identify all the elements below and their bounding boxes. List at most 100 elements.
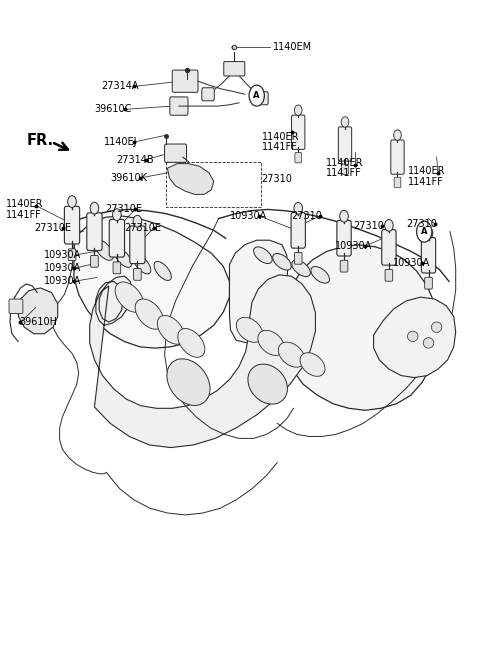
Ellipse shape [408,331,418,342]
FancyBboxPatch shape [382,229,396,265]
Text: 27314A: 27314A [102,81,139,91]
Ellipse shape [114,248,132,267]
Ellipse shape [115,282,144,312]
FancyBboxPatch shape [87,213,102,250]
FancyBboxPatch shape [338,127,352,161]
Circle shape [417,221,432,242]
Text: 1140EM: 1140EM [274,42,312,52]
Text: 10930A: 10930A [44,277,82,286]
Text: 27310E: 27310E [124,223,161,233]
Text: 27310E: 27310E [106,204,143,214]
Text: FR.: FR. [26,133,53,148]
Text: 27310: 27310 [262,174,292,185]
Text: 1140EJ: 1140EJ [104,137,137,147]
Polygon shape [74,216,229,348]
Circle shape [340,210,348,222]
Text: 10930A: 10930A [44,250,82,260]
FancyBboxPatch shape [394,177,401,188]
Text: 10930A: 10930A [229,211,267,221]
FancyBboxPatch shape [340,260,348,272]
Text: 39610C: 39610C [95,104,132,114]
FancyBboxPatch shape [113,262,120,274]
Text: 1141FF: 1141FF [262,143,297,152]
Text: A: A [421,227,428,236]
FancyBboxPatch shape [165,144,187,162]
FancyBboxPatch shape [291,213,305,248]
Text: 27310: 27310 [406,219,437,229]
Text: 27310: 27310 [291,211,323,221]
Ellipse shape [178,328,205,357]
Ellipse shape [154,261,171,281]
Ellipse shape [95,240,113,260]
Ellipse shape [292,260,311,277]
FancyBboxPatch shape [9,299,23,313]
Circle shape [294,202,302,214]
Text: 1141FF: 1141FF [326,168,361,179]
Text: 1140ER: 1140ER [262,132,299,142]
Circle shape [113,209,121,221]
Ellipse shape [300,353,325,376]
Text: 27310E: 27310E [34,223,71,233]
FancyBboxPatch shape [172,70,198,93]
FancyBboxPatch shape [64,206,80,244]
Ellipse shape [236,317,263,342]
Ellipse shape [258,330,284,355]
FancyBboxPatch shape [342,164,348,175]
FancyBboxPatch shape [294,252,302,264]
Text: A: A [253,91,260,100]
Polygon shape [90,275,315,447]
FancyBboxPatch shape [256,92,268,104]
Polygon shape [373,297,456,378]
Circle shape [394,130,401,141]
Circle shape [249,85,264,106]
Ellipse shape [273,254,291,270]
FancyBboxPatch shape [295,152,301,163]
Ellipse shape [248,364,288,404]
Text: 27310: 27310 [353,221,384,231]
FancyBboxPatch shape [421,237,436,273]
Text: 10930A: 10930A [336,241,372,251]
Ellipse shape [311,267,329,283]
FancyBboxPatch shape [385,269,393,281]
FancyBboxPatch shape [109,219,124,257]
Circle shape [341,117,349,127]
Circle shape [90,202,99,214]
Polygon shape [18,288,58,334]
Text: 39610H: 39610H [20,317,58,327]
Circle shape [424,227,433,239]
Text: 10930A: 10930A [393,258,430,268]
Ellipse shape [253,247,272,263]
FancyBboxPatch shape [425,277,432,289]
Ellipse shape [167,359,210,405]
Ellipse shape [432,322,442,332]
Text: 27314B: 27314B [116,154,154,165]
FancyBboxPatch shape [391,140,404,174]
Text: 10930A: 10930A [44,263,82,273]
Text: 1140ER: 1140ER [6,199,44,209]
Ellipse shape [135,299,164,329]
Ellipse shape [423,338,434,348]
FancyBboxPatch shape [224,62,245,76]
Text: 39610K: 39610K [110,173,147,183]
FancyBboxPatch shape [91,256,98,267]
FancyBboxPatch shape [130,226,145,263]
Ellipse shape [278,342,305,367]
FancyBboxPatch shape [170,97,188,115]
FancyBboxPatch shape [337,220,351,256]
Polygon shape [285,245,438,410]
Ellipse shape [133,255,151,274]
FancyBboxPatch shape [133,269,141,281]
Text: 1141FF: 1141FF [6,210,42,219]
FancyBboxPatch shape [291,115,305,149]
Text: 1140ER: 1140ER [408,166,445,177]
Polygon shape [229,240,288,343]
Circle shape [294,105,302,116]
FancyBboxPatch shape [202,88,214,101]
Polygon shape [168,164,214,194]
Text: 1141FF: 1141FF [408,177,444,187]
Circle shape [68,196,76,208]
Circle shape [133,215,142,227]
Text: 1140ER: 1140ER [326,158,363,168]
Circle shape [384,219,393,231]
Ellipse shape [157,315,184,344]
